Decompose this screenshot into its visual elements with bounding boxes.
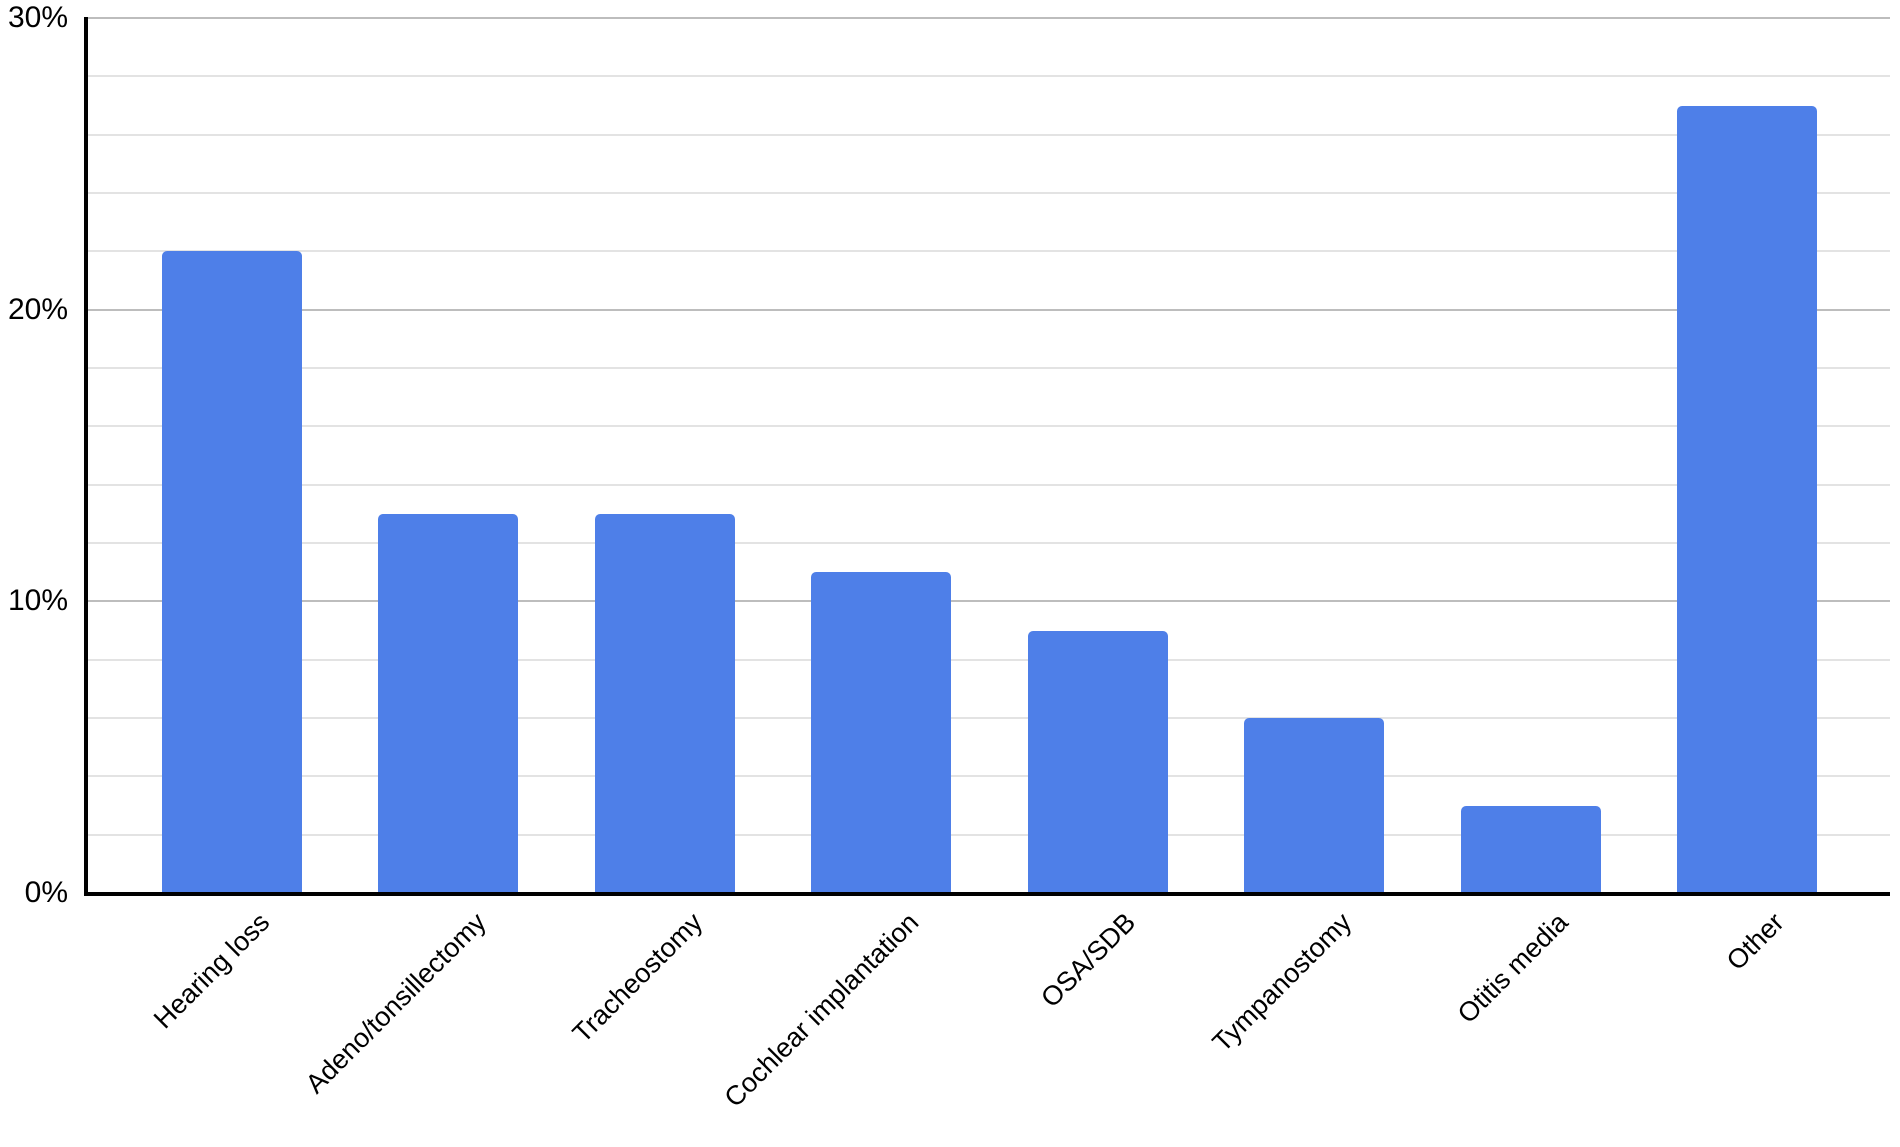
x-category-label-otitis-media: Otitis media [1451,907,1574,1030]
minor-gridline-24pct [86,192,1890,194]
minor-gridline-16pct [86,425,1890,428]
bar-adeno-tonsillectomy [378,513,519,893]
bar-hearing-loss [162,251,302,893]
bar-tracheostomy [594,513,735,893]
x-category-label-osa-sdb: OSA/SDB [1034,907,1141,1014]
bar-tympanostomy [1244,718,1385,893]
minor-gridline-22pct [86,250,1890,253]
bar-other [1677,105,1817,893]
x-category-label-tracheostomy: Tracheostomy [566,907,709,1049]
x-category-label-hearing-loss: Hearing loss [147,907,276,1035]
y-tick-label-20pct: 20% [7,292,68,326]
x-category-label-cochlear-implantation: Cochlear implantation [718,907,925,1113]
minor-gridline-18pct [86,367,1890,369]
major-gridline-30pct [86,17,1890,19]
bar-cochlear-implantation [811,572,952,893]
minor-gridline-28pct [86,75,1890,78]
minor-gridline-12pct [86,542,1890,544]
minor-gridline-14pct [86,483,1890,486]
x-category-label-adeno-tonsillectomy: Adeno/tonsillectomy [299,907,492,1100]
minor-gridline-6pct [86,717,1890,719]
y-tick-label-10pct: 10% [7,584,68,618]
bar-osa-sdb [1027,630,1168,893]
minor-gridline-4pct [86,775,1890,778]
y-tick-label-0pct: 0% [24,876,68,909]
x-category-label-tympanostomy: Tympanostomy [1206,907,1358,1058]
minor-gridline-2pct [86,833,1890,836]
y-axis-line [84,17,88,896]
major-gridline-20pct [86,308,1890,311]
major-gridline-10pct [86,600,1890,603]
x-category-label-other: Other [1721,907,1791,976]
bar-otitis-media [1460,805,1601,893]
minor-gridline-8pct [86,658,1890,661]
x-axis-line [84,892,1890,896]
y-tick-label-30pct: 30% [7,1,68,34]
minor-gridline-26pct [86,133,1890,136]
